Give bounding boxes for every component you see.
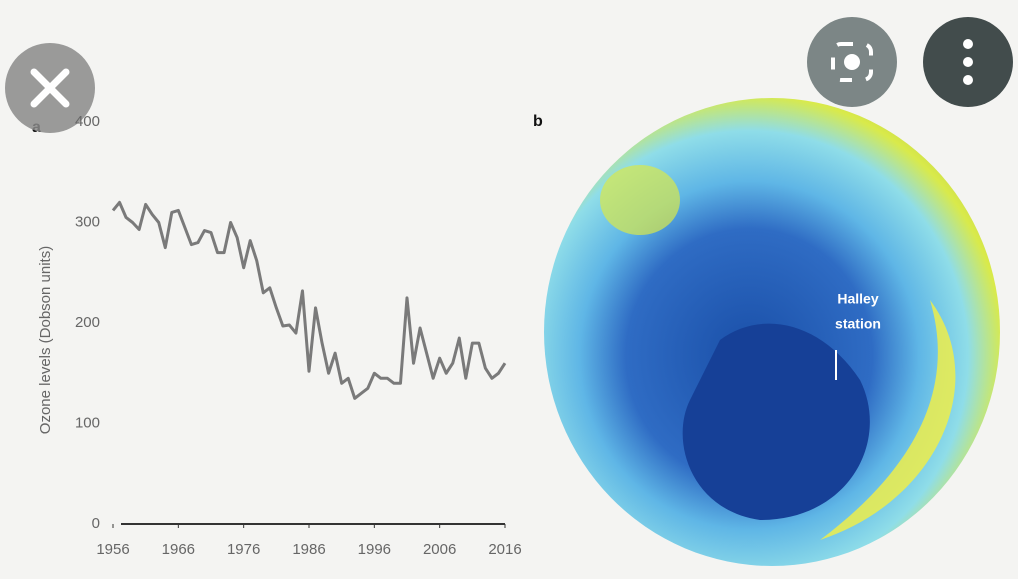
y-tick-label: 400 (75, 113, 100, 130)
x-tick-label: 2006 (423, 541, 456, 558)
chart: 0 100 200 300 400 1956 1966 1976 1986 1996 2006 201… (75, 113, 522, 558)
annotation: station (835, 316, 881, 332)
x-tick-label: 1976 (227, 541, 260, 558)
y-tick-label: 200 (75, 314, 100, 331)
screen: Halley station b a Ozone levels (Dobson … (0, 0, 1018, 574)
y-tick-label: 0 (92, 515, 100, 532)
x-tick-label: 1966 (162, 541, 195, 558)
x-tick-label: 1996 (358, 541, 391, 558)
panel-label: b (533, 113, 543, 130)
x-tick-label: 2016 (488, 541, 521, 558)
x-tick-label: 1956 (96, 541, 129, 558)
menu-button[interactable] (923, 17, 1013, 107)
data-line (113, 202, 505, 398)
x-tick-label: 1986 (292, 541, 325, 558)
y-tick-label: 100 (75, 414, 100, 431)
annotation: Halley (837, 291, 878, 307)
y-axis-label: Ozone levels (Dobson units) (37, 246, 54, 434)
globe-image: Halley station (544, 98, 1000, 566)
lens-button[interactable] (807, 17, 897, 107)
y-tick-label: 300 (75, 213, 100, 230)
